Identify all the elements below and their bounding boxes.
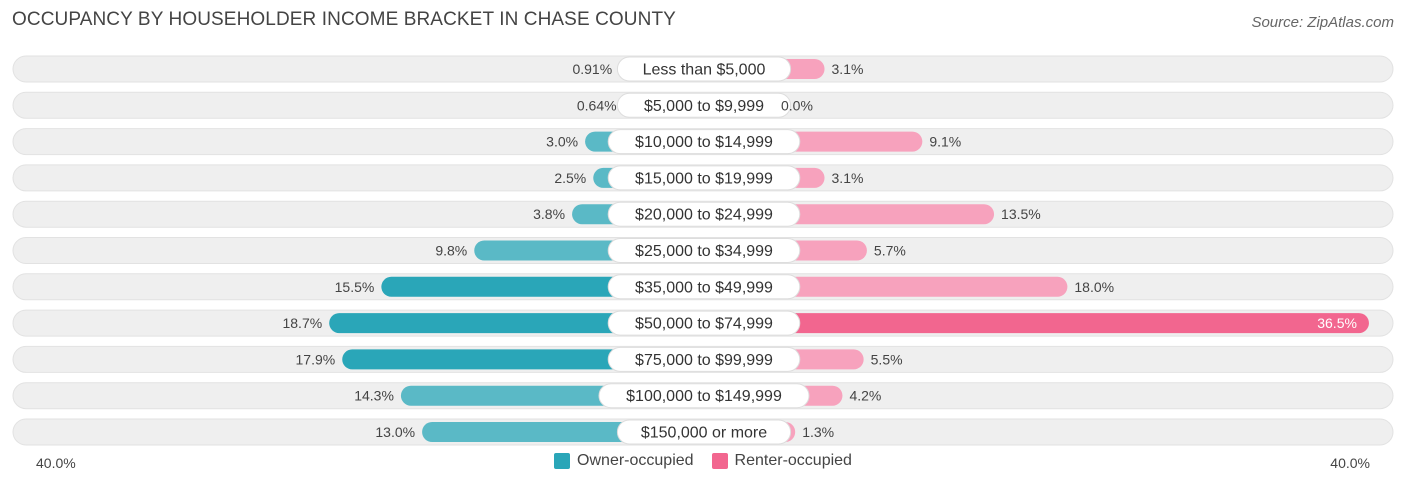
owner-value-label: 0.64%	[577, 97, 617, 113]
owner-value-label: 15.5%	[335, 279, 375, 295]
category-pill	[607, 238, 801, 263]
category-pill	[607, 310, 801, 336]
category-label: $25,000 to $34,999	[635, 243, 773, 260]
category-label: $50,000 to $74,999	[635, 316, 773, 333]
chart-row-1: $5,000 to $9,999 0.64% 0.0%	[12, 91, 1394, 119]
category-label: $75,000 to $99,999	[635, 352, 773, 369]
chart-row-4: $20,000 to $24,999 3.8% 13.5%	[12, 200, 1394, 228]
legend-item-owner[interactable]: Owner-occupied	[554, 452, 694, 470]
category-pill	[607, 165, 801, 191]
owner-value-label: 3.8%	[533, 206, 565, 222]
chart-row-10: $150,000 or more 13.0% 1.3%	[12, 418, 1394, 446]
chart-row-7: $50,000 to $74,999 18.7% 36.5%	[12, 309, 1394, 337]
category-pill	[607, 201, 801, 227]
category-label: $35,000 to $49,999	[635, 279, 773, 296]
category-label: Less than $5,000	[643, 62, 766, 79]
category-pill	[598, 383, 810, 409]
category-label: $100,000 to $149,999	[626, 388, 782, 405]
chart-row-0: Less than $5,000 0.91% 3.1%	[12, 55, 1394, 83]
category-label: $10,000 to $14,999	[635, 134, 773, 151]
chart-row-9: $100,000 to $149,999 14.3% 4.2%	[12, 382, 1394, 410]
category-pill	[616, 56, 792, 82]
category-label: $15,000 to $19,999	[635, 170, 773, 187]
category-pill	[607, 274, 801, 300]
legend-swatch-renter	[711, 453, 728, 469]
legend-item-renter[interactable]: Renter-occupied	[711, 452, 852, 470]
category-label: $5,000 to $9,999	[644, 98, 764, 115]
renter-value-label: 18.0%	[1074, 279, 1114, 295]
chart-title: OCCUPANCY BY HOUSEHOLDER INCOME BRACKET …	[12, 9, 676, 30]
renter-value-label: 13.5%	[1001, 206, 1041, 222]
owner-value-label: 2.5%	[554, 170, 586, 186]
renter-value-label: 36.5%	[1317, 315, 1357, 331]
renter-value-label: 3.1%	[832, 61, 864, 77]
owner-value-label: 0.91%	[572, 61, 612, 77]
chart-source: Source: ZipAtlas.com	[1251, 14, 1394, 31]
chart-row-8: $75,000 to $99,999 17.9% 5.5%	[12, 345, 1394, 373]
owner-value-label: 13.0%	[375, 424, 415, 440]
renter-value-label: 5.7%	[874, 243, 906, 259]
category-pill	[616, 92, 792, 118]
renter-value-label: 5.5%	[871, 351, 903, 367]
owner-value-label: 3.0%	[546, 134, 578, 150]
legend-label-owner: Owner-occupied	[577, 452, 694, 469]
chart-row-5: $25,000 to $34,999 9.8% 5.7%	[12, 237, 1394, 264]
renter-value-label: 1.3%	[802, 424, 834, 440]
renter-value-label: 0.0%	[781, 97, 813, 113]
owner-value-label: 17.9%	[296, 351, 336, 367]
chart-row-3: $15,000 to $19,999 2.5% 3.1%	[12, 164, 1394, 192]
chart-row-2: $10,000 to $14,999 3.0% 9.1%	[12, 128, 1394, 156]
renter-value-label: 9.1%	[929, 134, 961, 150]
category-label: $20,000 to $24,999	[635, 207, 773, 224]
legend-label-renter: Renter-occupied	[734, 452, 852, 469]
owner-value-label: 14.3%	[354, 388, 394, 404]
category-label: $150,000 or more	[641, 425, 767, 442]
legend-swatch-owner	[554, 453, 571, 469]
owner-value-label: 18.7%	[282, 315, 322, 331]
renter-value-label: 4.2%	[849, 388, 881, 404]
owner-value-label: 9.8%	[435, 243, 467, 259]
category-pill	[607, 346, 801, 372]
renter-value-label: 3.1%	[832, 170, 864, 186]
axis-right-label: 40.0%	[1330, 455, 1370, 471]
chart-plot: Less than $5,000 0.91% 3.1% $5,000 to $9,99…	[12, 55, 1394, 446]
category-pill	[607, 129, 801, 155]
renter-bar	[704, 313, 1369, 334]
chart-legend: Owner-occupied Renter-occupied	[0, 452, 1406, 470]
axis-left-label: 40.0%	[36, 455, 76, 471]
chart-row-6: $35,000 to $49,999 15.5% 18.0%	[12, 273, 1394, 301]
category-pill	[616, 419, 792, 445]
